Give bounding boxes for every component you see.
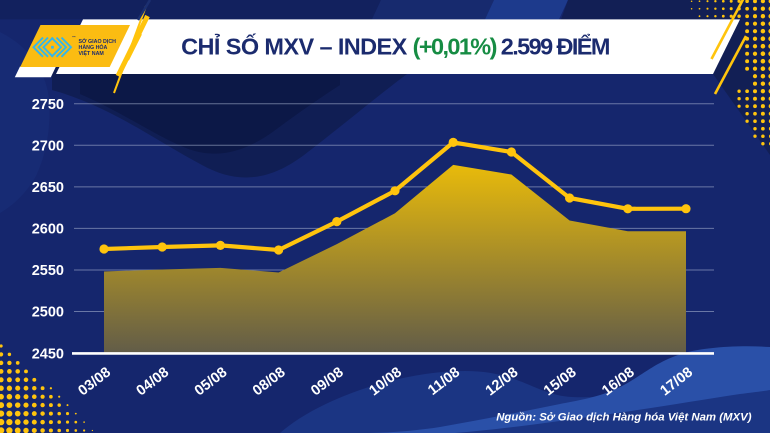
svg-text:VIỆT NAM: VIỆT NAM: [79, 49, 105, 57]
svg-text:Nguồn: Sở Giao dịch Hàng hóa V: Nguồn: Sở Giao dịch Hàng hóa Việt Nam (M…: [496, 412, 752, 424]
svg-text:2750: 2750: [32, 97, 64, 113]
svg-text:2650: 2650: [32, 180, 64, 196]
svg-text:SỞ GIAO DỊCH: SỞ GIAO DỊCH: [79, 38, 117, 45]
svg-text:™: ™: [72, 36, 76, 40]
svg-text:2550: 2550: [32, 263, 64, 279]
svg-text:HÀNG HÓA: HÀNG HÓA: [79, 43, 108, 51]
svg-text:2500: 2500: [32, 305, 64, 321]
svg-text:CHỈ SỐ MXV – INDEX (+0,01%) 2.: CHỈ SỐ MXV – INDEX (+0,01%) 2.599 ĐIỂM: [181, 32, 609, 60]
svg-text:2600: 2600: [32, 221, 64, 237]
svg-text:2700: 2700: [32, 138, 64, 154]
svg-text:2450: 2450: [32, 346, 64, 362]
